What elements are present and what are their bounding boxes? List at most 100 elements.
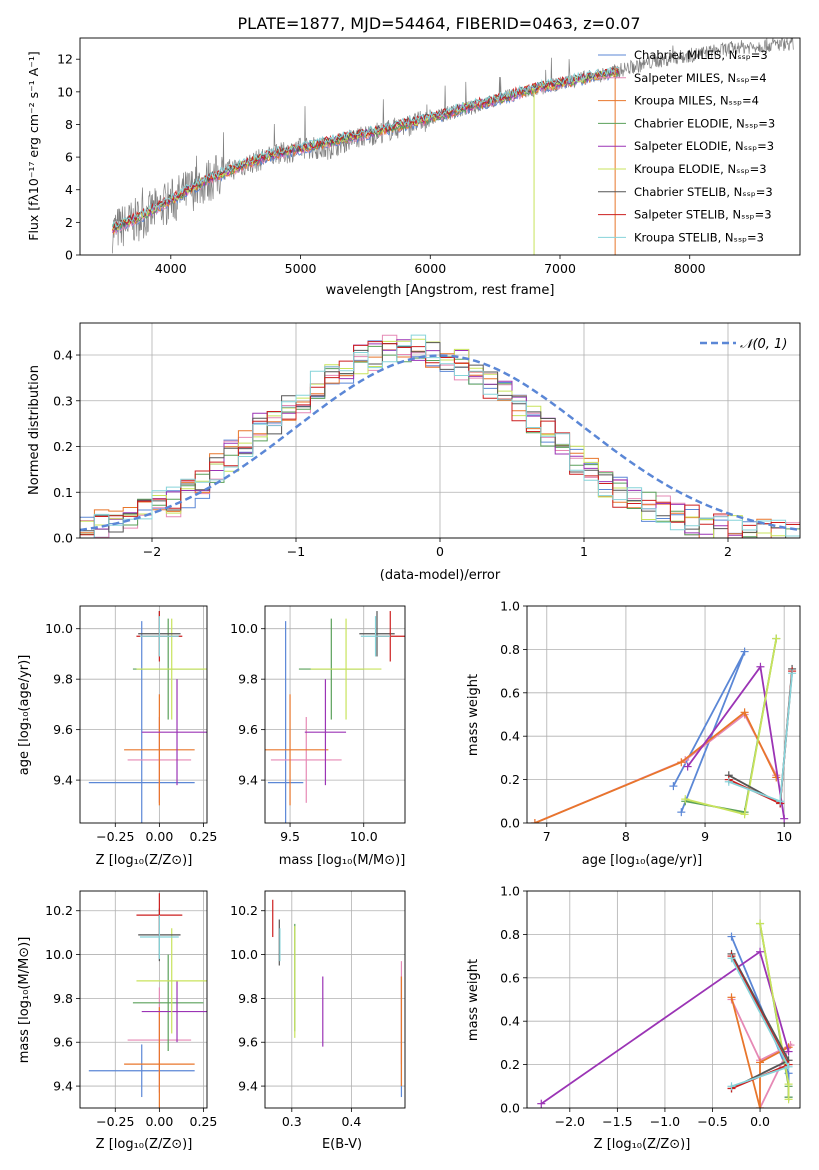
y-tick-label: 1.0 bbox=[500, 884, 520, 899]
x-tick-label: 0.25 bbox=[190, 829, 218, 844]
model-spectrum-salpeter_elodie bbox=[112, 69, 619, 233]
y-tick-label: 10 bbox=[57, 84, 73, 99]
model-spectrum-kroupa_elodie bbox=[111, 69, 619, 230]
y-tick-label: 12 bbox=[57, 52, 73, 67]
p6-xlabel: Z [log₁₀(Z/Z⊙)] bbox=[96, 1137, 193, 1152]
y-tick-label: 0.2 bbox=[500, 772, 520, 787]
y-tick-label: 0.6 bbox=[500, 685, 520, 700]
y-tick-label: 9.6 bbox=[238, 1035, 258, 1050]
p4-xlabel: mass [log₁₀(M/M⊙)] bbox=[279, 853, 406, 868]
spectrum-xlabel: wavelength [Angstrom, rest frame] bbox=[326, 283, 555, 298]
weight-lines bbox=[530, 634, 797, 823]
weight-line-salpeter_elodie bbox=[686, 664, 786, 819]
age-vs-weight-panel: 7 8 9 10 0.0 0.2 0.4 0.6 0.8 1.0 bbox=[500, 599, 801, 844]
x-tick-label: 8000 bbox=[674, 261, 706, 276]
x-tick-label: 10.0 bbox=[350, 829, 378, 844]
x-tick-label: 0.3 bbox=[282, 1114, 302, 1129]
y-tick-label: 0.1 bbox=[53, 485, 73, 500]
p3-xlabel: Z [log₁₀(Z/Z⊙)] bbox=[96, 853, 193, 868]
p3-ylabel: age [log₁₀(age/yr)] bbox=[17, 655, 32, 776]
spectrum-lines bbox=[111, 38, 794, 255]
y-tick-label: 0.4 bbox=[53, 348, 73, 363]
z-vs-weight-panel: −2.0 −1.5 −1.0 −0.5 0.0 0.0 0.2 0.4 0.6 0.8 1.0 bbox=[500, 884, 801, 1129]
y-tick-label: 6 bbox=[65, 150, 73, 165]
error-bars bbox=[88, 893, 207, 1108]
y-tick-label: 0.8 bbox=[500, 642, 520, 657]
y-tick-label: 0.4 bbox=[500, 1014, 520, 1029]
y-tick-label: 8 bbox=[65, 117, 73, 132]
x-tick-label: 0.0 bbox=[750, 1114, 770, 1129]
model-spectrum-kroupa_stelib bbox=[111, 66, 619, 228]
y-tick-label: 4 bbox=[65, 182, 73, 197]
normal-legend-label: 𝒩(0, 1) bbox=[740, 337, 787, 352]
ebv-vs-mass-panel: 0.3 0.4 9.4 9.6 9.8 10.0 10.2 bbox=[230, 890, 406, 1129]
x-tick-label: −0.5 bbox=[697, 1114, 727, 1129]
z-vs-age-panel: −0.25 0.00 0.25 9.4 9.6 9.8 10.0 bbox=[45, 605, 218, 844]
z-vs-mass-panel: −0.25 0.00 0.25 9.4 9.6 9.8 10.0 10.2 bbox=[45, 890, 217, 1129]
p5-ylabel: mass weight bbox=[466, 674, 481, 756]
x-tick-label: 1 bbox=[580, 544, 588, 559]
mass-vs-age-panel: 9.5 10.0 9.4 9.6 9.8 10.0 bbox=[230, 605, 406, 844]
x-tick-label: 4000 bbox=[155, 261, 187, 276]
legend-label-kroupa_miles: Kroupa MILES, Nₛₛₚ=4 bbox=[634, 94, 759, 108]
x-tick-label: −1.5 bbox=[602, 1114, 632, 1129]
legend-label-chabrier_stelib: Chabrier STELIB, Nₛₛₚ=3 bbox=[634, 185, 773, 199]
y-tick-label: 10.0 bbox=[230, 947, 258, 962]
p7-xlabel: E(B-V) bbox=[322, 1137, 362, 1152]
x-tick-label: 0 bbox=[436, 544, 444, 559]
y-tick-label: 0.8 bbox=[500, 927, 520, 942]
p8-xlabel: Z [log₁₀(Z/Z⊙)] bbox=[594, 1137, 691, 1152]
hist-step-chabrier_miles bbox=[80, 340, 800, 538]
p5-xlabel: age [log₁₀(age/yr)] bbox=[582, 853, 703, 868]
weight-line-kroupa_miles bbox=[730, 997, 790, 1108]
y-tick-label: 10.2 bbox=[230, 903, 258, 918]
y-tick-label: 9.6 bbox=[53, 722, 73, 737]
y-tick-label: 10.0 bbox=[45, 947, 73, 962]
histogram-steps bbox=[80, 334, 800, 538]
legend-label-kroupa_elodie: Kroupa ELODIE, Nₛₛₚ=3 bbox=[634, 162, 767, 176]
y-tick-label: 9.8 bbox=[53, 991, 73, 1006]
model-spectrum-salpeter_miles bbox=[111, 70, 619, 234]
hist-xlabel: (data-model)/error bbox=[380, 568, 501, 583]
y-tick-label: 0.0 bbox=[500, 1101, 520, 1116]
y-tick-label: 0.2 bbox=[500, 1057, 520, 1072]
spectrum-ylabel: Flux [fλ10⁻¹⁷ erg cm⁻² s⁻¹ A⁻¹] bbox=[26, 51, 41, 240]
y-tick-label: 0.6 bbox=[500, 970, 520, 985]
x-tick-label: −0.25 bbox=[96, 1114, 134, 1129]
x-tick-label: 9 bbox=[701, 829, 709, 844]
y-tick-label: 0.4 bbox=[500, 729, 520, 744]
hist-ylabel: Normed distribution bbox=[27, 365, 42, 495]
legend-label-salpeter_miles: Salpeter MILES, Nₛₛₚ=4 bbox=[634, 71, 767, 85]
x-tick-label: −0.25 bbox=[96, 829, 134, 844]
y-tick-label: 0.0 bbox=[53, 531, 73, 546]
y-tick-label: 9.8 bbox=[53, 672, 73, 687]
axes-frame bbox=[79, 890, 208, 1109]
hist-step-chabrier_elodie bbox=[80, 345, 800, 538]
error-bars bbox=[265, 611, 405, 823]
y-tick-label: 9.6 bbox=[238, 722, 258, 737]
hist-legend: 𝒩(0, 1) bbox=[700, 337, 787, 352]
x-tick-label: 0.4 bbox=[341, 1114, 361, 1129]
x-tick-label: −1 bbox=[287, 544, 305, 559]
model-spectrum-chabrier_elodie bbox=[112, 68, 619, 230]
weight-lines bbox=[537, 919, 795, 1108]
x-tick-label: 10 bbox=[776, 829, 792, 844]
weight-line-salpeter_miles bbox=[534, 713, 778, 823]
y-tick-label: 0 bbox=[65, 248, 73, 263]
y-tick-label: 9.4 bbox=[238, 1079, 258, 1094]
axes-frame bbox=[79, 605, 208, 824]
x-tick-label: −2.0 bbox=[555, 1114, 585, 1129]
y-tick-label: 10.0 bbox=[45, 621, 73, 636]
y-tick-label: 1.0 bbox=[500, 599, 520, 614]
error-bars bbox=[272, 899, 403, 1098]
x-tick-label: −1.0 bbox=[650, 1114, 680, 1129]
legend-label-chabrier_miles: Chabrier MILES, Nₛₛₚ=3 bbox=[634, 48, 768, 62]
y-tick-label: 9.8 bbox=[238, 991, 258, 1006]
normal-curve bbox=[80, 354, 800, 532]
legend-label-kroupa_stelib: Kroupa STELIB, Nₛₛₚ=3 bbox=[634, 230, 764, 244]
x-tick-label: 5000 bbox=[285, 261, 317, 276]
y-tick-label: 0.2 bbox=[53, 439, 73, 454]
model-spectrum-chabrier_stelib bbox=[111, 66, 619, 231]
axes-frame bbox=[264, 605, 406, 824]
weight-line-salpeter_miles bbox=[730, 999, 793, 1108]
